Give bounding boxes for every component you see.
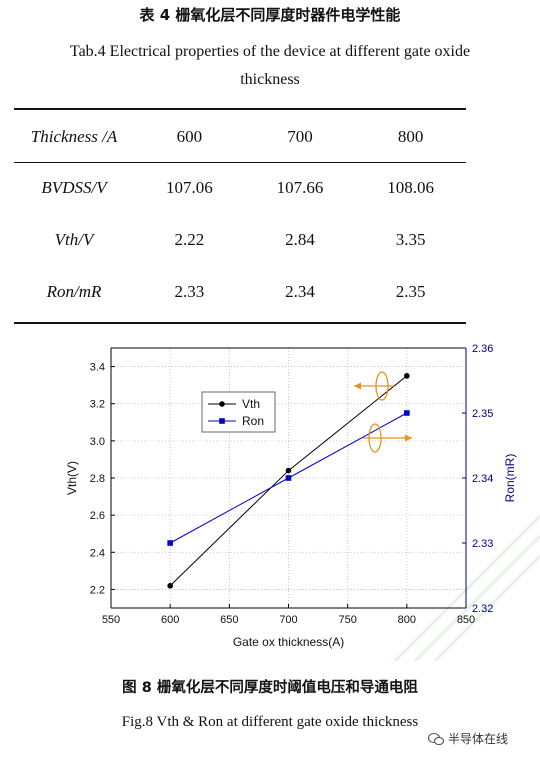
data-point-ron: [285, 475, 292, 481]
y-left-tick-label: 2.2: [90, 584, 105, 596]
table-cell: 107.06: [165, 178, 213, 197]
data-point-ron: [404, 410, 410, 416]
y-right-tick-label: 2.36: [472, 343, 493, 355]
legend-marker-vth: [219, 401, 225, 407]
data-point-ron: [167, 540, 173, 546]
table-cell: 2.35: [395, 282, 426, 301]
table-caption-en: Tab.4 Electrical properties of the devic…: [69, 43, 471, 88]
figure-caption-en: Fig.8 Vth & Ron at different gate oxide …: [121, 714, 419, 730]
y-right-axis-label: Ron(mR): [503, 454, 517, 503]
row-label: Vth/V: [54, 230, 94, 249]
vth-arrowhead: [354, 382, 361, 390]
legend-label-ron: Ron: [242, 414, 264, 428]
data-point-vth: [167, 582, 173, 589]
y-right-tick-label: 2.34: [472, 473, 493, 485]
table-header-rule: [14, 162, 466, 163]
header-cell: 700: [287, 127, 313, 146]
legend-box: [201, 391, 276, 433]
legend-marker-ron: [219, 418, 225, 424]
header-cell: 800: [397, 127, 424, 146]
table-header-row: Thickness /A 600 700 800: [14, 112, 466, 162]
table-cell: 2.33: [174, 282, 205, 301]
data-point-vth: [404, 373, 410, 379]
y-left-tick-label: 2.6: [90, 510, 105, 522]
y-left-tick-label: 2.8: [90, 473, 105, 485]
x-tick-label: 550: [102, 614, 120, 626]
x-tick-label: 650: [220, 614, 238, 626]
table-row: BVDSS/V 107.06 107.66 108.06: [14, 162, 466, 214]
y-right-tick-label: 2.33: [472, 538, 493, 550]
x-axis-label: Gate ox thickness(A): [233, 635, 344, 649]
table-cell: 2.34: [285, 282, 315, 301]
x-tick-label: 850: [457, 614, 475, 626]
chart-figure: 550 600 650 700 750 800 850 2.2 2.4 2.6 2.8 3.0 3.2 3…: [0, 336, 540, 663]
data-point-vth: [285, 467, 292, 474]
header-cell: Thickness /A: [30, 127, 118, 146]
table-cell: 107.66: [276, 178, 324, 197]
row-label: BVDSS/V: [41, 178, 107, 197]
table-caption-zh: 表 4 栅氧化层不同厚度时器件电学性能: [139, 6, 401, 24]
watermark: 半导体在线: [428, 730, 508, 747]
y-left-tick-label: 3.4: [90, 362, 105, 374]
table-row: Vth/V 2.22 2.84 3.35: [14, 214, 466, 266]
ron-arrowhead: [405, 434, 412, 442]
y-left-tick-label: 2.4: [90, 547, 105, 559]
table-row: Ron/mR 2.33 2.34 2.35: [14, 266, 466, 318]
x-tick-label: 700: [279, 614, 297, 626]
table-top-rule: [14, 108, 466, 110]
properties-table: Thickness /A 600 700 800 BVDSS/V 107.06 …: [14, 112, 466, 318]
row-label: Ron/mR: [46, 282, 102, 301]
table-cell: 2.22: [174, 230, 205, 249]
y-left-tick-label: 3.2: [90, 399, 105, 411]
x-tick-label: 600: [161, 614, 179, 626]
x-tick-label: 750: [338, 614, 356, 626]
y-right-tick-label: 2.32: [472, 603, 493, 615]
table-bottom-rule: [14, 322, 466, 324]
header-cell: 600: [176, 127, 203, 146]
x-tick-label: 800: [398, 614, 416, 626]
dual-axis-line-chart: 550 600 650 700 750 800 850 2.2 2.4 2.6 2.8 3.0 3.2 3…: [65, 343, 540, 663]
table-cell: 3.35: [395, 230, 426, 249]
figure-caption-zh: 图 8 栅氧化层不同厚度时阈值电压和导通电阻: [122, 680, 418, 696]
y-right-tick-label: 2.35: [472, 408, 493, 420]
background-decoration: [393, 514, 540, 663]
table-cell: 108.06: [387, 178, 435, 197]
legend-label-vth: Vth: [242, 397, 260, 411]
y-left-tick-label: 3.0: [90, 436, 105, 448]
table-cell: 2.84: [285, 230, 315, 249]
wechat-icon: [428, 732, 444, 745]
y-left-axis-label: Vth(V): [65, 461, 79, 495]
watermark-text: 半导体在线: [448, 732, 509, 746]
